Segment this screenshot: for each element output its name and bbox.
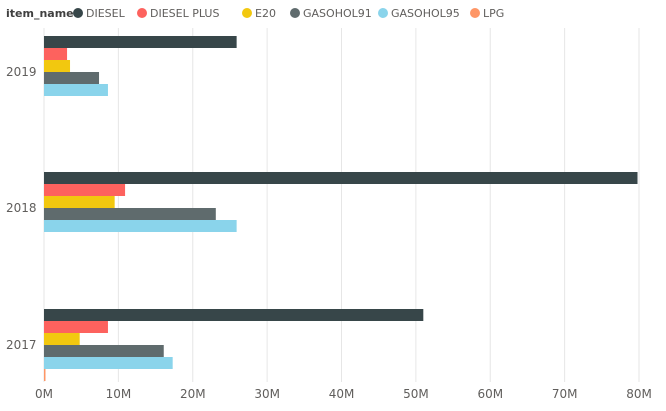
legend-marker [470, 8, 480, 18]
x-tick-label: 10M [106, 387, 132, 401]
gridlines [43, 28, 640, 382]
category-label-2018: 2018 [6, 201, 37, 215]
bar-2018-gasohol95[interactable] [44, 220, 237, 232]
legend-item-gasohol95[interactable]: GASOHOL95 [378, 7, 460, 20]
x-tick-label: 80M [626, 387, 652, 401]
legend-item-diesel[interactable]: DIESEL [73, 7, 126, 20]
x-tick-label: 30M [254, 387, 280, 401]
x-tick-label: 70M [552, 387, 578, 401]
bar-2017-gasohol91[interactable] [44, 345, 164, 357]
bar-2017-gasohol95[interactable] [44, 357, 173, 369]
legend-title: item_name [6, 7, 74, 20]
bar-2019-gasohol91[interactable] [44, 72, 100, 84]
bar-2019-diesel-plus[interactable] [44, 48, 68, 60]
bar-2018-gasohol91[interactable] [44, 208, 216, 220]
legend-label: DIESEL [86, 7, 126, 20]
bar-2019-diesel[interactable] [44, 36, 237, 48]
legend-marker [242, 8, 252, 18]
x-tick-label: 40M [329, 387, 355, 401]
bar-2018-diesel-plus[interactable] [44, 184, 126, 196]
bar-2018-e20[interactable] [44, 196, 115, 208]
legend-label: DIESEL PLUS [150, 7, 219, 20]
legend-item-gasohol91[interactable]: GASOHOL91 [290, 7, 372, 20]
bar-2017-diesel[interactable] [44, 309, 424, 321]
x-tick-label: 60M [477, 387, 503, 401]
legend-item-lpg[interactable]: LPG [470, 7, 504, 20]
legend-marker [73, 8, 83, 18]
bar-2019-e20[interactable] [44, 60, 71, 72]
legend-item-e20[interactable]: E20 [242, 7, 276, 20]
category-label-2019: 2019 [6, 65, 37, 79]
bar-2017-lpg[interactable] [44, 369, 46, 381]
bar-2017-e20[interactable] [44, 333, 80, 345]
legend-label: GASOHOL95 [391, 7, 460, 20]
bars-layer [44, 36, 638, 381]
value-axis: 0M 10M 20M 30M 40M 50M 60M 70M 80M [35, 387, 652, 401]
legend-marker [290, 8, 300, 18]
category-label-2017: 2017 [6, 338, 37, 352]
legend-label: LPG [483, 7, 504, 20]
legend-marker [378, 8, 388, 18]
legend-label: E20 [255, 7, 276, 20]
bar-2017-diesel-plus[interactable] [44, 321, 108, 333]
legend: item_name DIESEL DIESEL PLUS E20 GASOHOL91 GA… [6, 7, 504, 20]
x-tick-label: 20M [180, 387, 206, 401]
bar-2019-gasohol95[interactable] [44, 84, 108, 96]
x-tick-label: 50M [403, 387, 429, 401]
legend-label: GASOHOL91 [303, 7, 372, 20]
legend-item-diesel-plus[interactable]: DIESEL PLUS [137, 7, 219, 20]
bar-2018-diesel[interactable] [44, 172, 638, 184]
x-tick-label: 0M [35, 387, 53, 401]
category-axis: 2019 2018 2017 [6, 65, 37, 352]
legend-marker [137, 8, 147, 18]
